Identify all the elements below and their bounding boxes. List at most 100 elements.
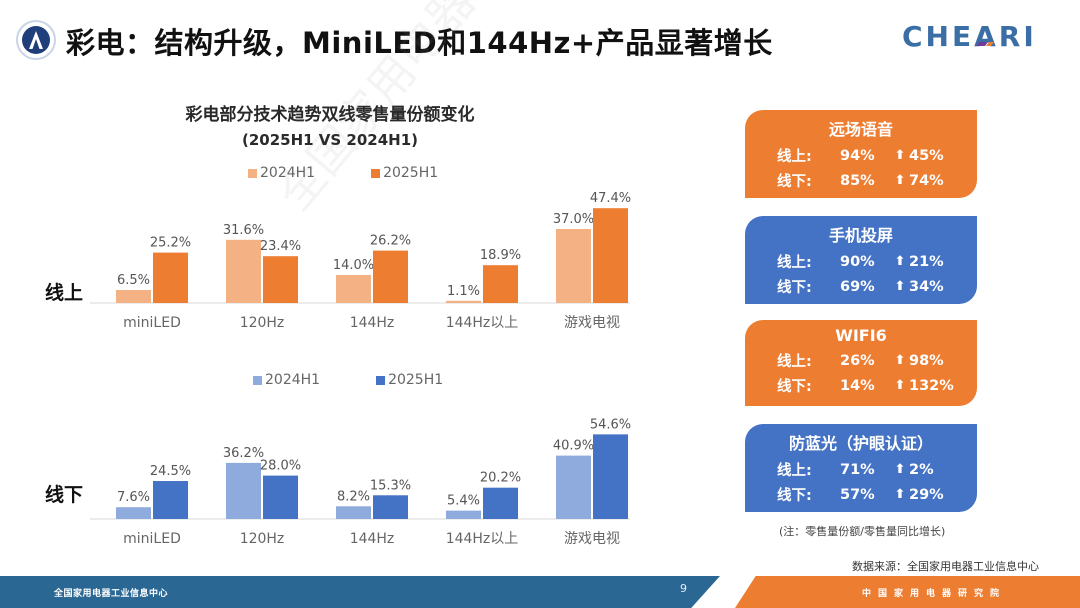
growth-value: 34% [909, 278, 944, 295]
category-label: 144Hz [350, 531, 395, 547]
bar-2025h1-0 [153, 481, 188, 519]
bar-2024h1-2 [336, 275, 371, 303]
growth-value: 29% [909, 486, 944, 503]
up-arrow-icon: ⬆ [894, 462, 906, 477]
bar-2025h1-4 [593, 434, 628, 519]
share-value: 85% [840, 172, 875, 189]
share-value: 14% [840, 377, 875, 394]
channel-label: 线下: [777, 379, 812, 395]
footer-institute-name: 中国家用电器研究院 [862, 589, 1007, 599]
card-row: 线下: 57% ⬆ 29% [745, 482, 977, 507]
chart-subtitle: (2025H1 VS 2024H1) [241, 131, 419, 149]
growth-value: 2% [909, 461, 934, 478]
legend-swatch [376, 375, 386, 385]
bar-2024h1-2 [336, 506, 371, 519]
bar-2025h1-1 [263, 475, 298, 519]
footer-bar-right [735, 576, 1080, 608]
card-row: 线下: 69% ⬆ 34% [745, 274, 977, 299]
channel-label: 线上: [777, 255, 812, 271]
bar-2024h1-0 [116, 290, 151, 303]
online-bar-chart: 6.5% 25.2% miniLED 31.6%23.4% 120Hz 14.0% 26.2… [90, 191, 631, 331]
legend-item-2024h1: 2024H1 [248, 165, 315, 181]
card-title: 手机投屏 [828, 226, 893, 245]
data-source: 数据来源：全国家用电器工业信息中心 [852, 560, 1039, 573]
category-label: miniLED [123, 531, 181, 547]
legend-swatch [248, 168, 257, 178]
offline-row-label: 线下 [45, 484, 84, 506]
bar-2024h1-1 [226, 462, 261, 519]
data-label: 20.2% [480, 471, 521, 486]
category-label: 144Hz以上 [446, 315, 519, 331]
bar-2025h1-2 [373, 495, 408, 519]
data-label: 14.0% [333, 258, 374, 273]
data-label: 18.9% [480, 248, 521, 263]
channel-label: 线下: [777, 280, 812, 296]
share-value: 90% [840, 253, 875, 270]
feature-card: 远场语音 线上: 94% ⬆ 45% 线下: 85% ⬆ 74% [745, 110, 977, 198]
share-value: 71% [840, 461, 875, 478]
page-number: 9 [680, 582, 687, 595]
growth-value: 98% [909, 352, 944, 369]
legend-swatch [253, 375, 262, 385]
up-arrow-icon: ⬆ [894, 378, 906, 393]
data-label: 36.2% [223, 446, 264, 461]
bar-2025h1-4 [593, 208, 628, 303]
data-label: 28.0% [260, 459, 301, 474]
page-title: 彩电：结构升级，MiniLED和144Hz+产品显著增长 [66, 26, 773, 60]
card-title: 远场语音 [828, 120, 893, 139]
offline-legend: 2024H1 2025H1 [253, 372, 443, 388]
data-label: 40.9% [553, 439, 594, 454]
share-value: 69% [840, 278, 875, 295]
category-label: 144Hz [350, 315, 395, 331]
up-arrow-icon: ⬆ [894, 148, 906, 163]
online-row-label: 线上 [45, 282, 84, 304]
offline-bar-chart: 7.6%24.5% miniLED 36.2%28.0% 120Hz 8.2%15.3%… [90, 417, 631, 547]
up-arrow-icon: ⬆ [894, 254, 906, 269]
legend-swatch [371, 168, 381, 178]
feature-card: 防蓝光（护眼认证） 线上: 71% ⬆ 2% 线下: 57% ⬆ 29% [745, 424, 977, 512]
data-label: 25.2% [150, 236, 191, 251]
card-title: 防蓝光（护眼认证） [788, 434, 933, 453]
bar-2025h1-0 [153, 252, 188, 303]
bar-2025h1-3 [483, 487, 518, 519]
legend-label: 2025H1 [388, 372, 444, 388]
card-row: 线上: 90% ⬆ 21% [745, 249, 977, 274]
card-title: WIFI6 [835, 326, 887, 345]
data-label: 54.6% [590, 417, 631, 432]
bar-2025h1-3 [483, 265, 518, 303]
bar-2024h1-4 [556, 455, 591, 519]
channel-label: 线上: [777, 354, 812, 370]
channel-label: 线下: [777, 488, 812, 504]
bar-2024h1-4 [556, 229, 591, 303]
bar-2024h1-1 [226, 239, 261, 303]
card-row: 线下: 85% ⬆ 74% [745, 168, 977, 193]
category-label: miniLED [123, 315, 181, 331]
bar-2024h1-0 [116, 507, 151, 519]
up-arrow-icon: ⬆ [894, 353, 906, 368]
bar-2024h1-3 [446, 510, 481, 519]
footnote: (注：零售量份额/零售量同比增长) [779, 525, 946, 538]
category-label: 游戏电视 [564, 315, 620, 331]
data-label: 31.6% [223, 223, 264, 238]
cheari-logo: CHEARI [902, 16, 1052, 56]
legend-item-2025h1: 2025H1 [371, 165, 438, 181]
card-row: 线上: 71% ⬆ 2% [745, 457, 977, 482]
growth-value: 21% [909, 253, 944, 270]
bar-2025h1-1 [263, 256, 298, 303]
growth-value: 132% [909, 377, 954, 394]
share-value: 26% [840, 352, 875, 369]
footer-org-name: 全国家用电器工业信息中心 [54, 589, 169, 599]
channel-label: 线上: [777, 463, 812, 479]
card-row: 线下: 14% ⬆ 132% [745, 373, 977, 398]
data-label: 6.5% [117, 273, 150, 288]
bar-2025h1-2 [373, 250, 408, 303]
growth-value: 45% [909, 147, 944, 164]
legend-item-2024h1: 2024H1 [253, 372, 320, 388]
brand-text: CHEARI [902, 20, 1037, 53]
data-label: 23.4% [260, 239, 301, 254]
online-legend: 2024H1 2025H1 [248, 165, 438, 181]
data-label: 47.4% [590, 191, 631, 206]
bar-2024h1-3 [446, 300, 481, 303]
chart-title: 彩电部分技术趋势双线零售量份额变化 [185, 105, 475, 125]
legend-label: 2024H1 [260, 165, 316, 181]
